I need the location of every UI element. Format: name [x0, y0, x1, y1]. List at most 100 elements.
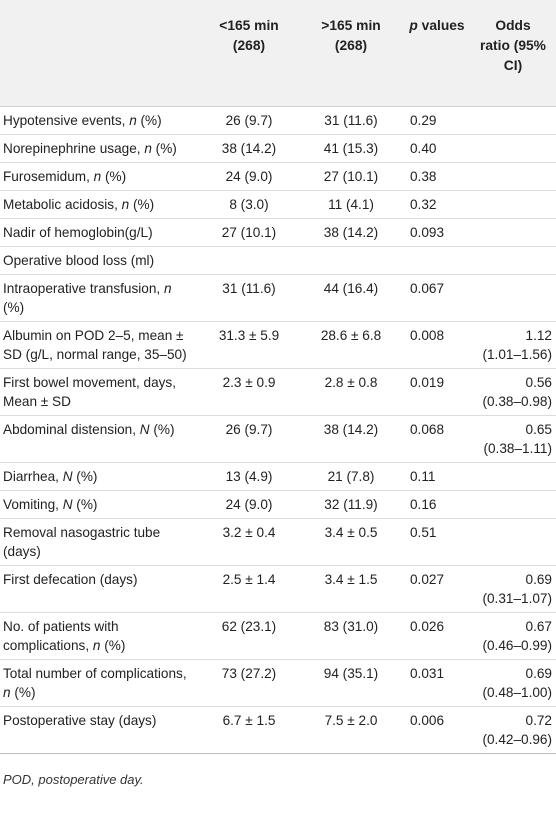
cell-over-165: 38 (14.2) — [302, 415, 400, 463]
cell-p-value: 0.068 — [400, 415, 474, 463]
cell-over-165: 94 (35.1) — [302, 659, 400, 707]
header-group-under-165: <165 min (268) — [196, 0, 302, 107]
cell-odds-ratio: 0.72 (0.42–0.96) — [474, 706, 556, 754]
table-row: Intraoperative transfusion, n (%) 31 (11.… — [0, 274, 556, 322]
table-body: Hypotensive events, n (%) 26 (9.7) 31 (11.… — [0, 106, 556, 754]
cell-p-value: 0.027 — [400, 565, 474, 613]
row-label: Postoperative stay (days) — [0, 706, 196, 754]
cell-p-value: 0.32 — [400, 190, 474, 219]
cell-odds-ratio — [474, 218, 556, 247]
cell-over-165: 3.4 ± 0.5 — [302, 518, 400, 566]
cell-under-165: 62 (23.1) — [196, 612, 302, 660]
cell-under-165: 2.5 ± 1.4 — [196, 565, 302, 613]
table-footnote: POD, postoperative day. — [3, 771, 144, 787]
cell-odds-ratio: 0.69 (0.31–1.07) — [474, 565, 556, 613]
cell-p-value: 0.29 — [400, 106, 474, 135]
cell-over-165: 7.5 ± 2.0 — [302, 706, 400, 754]
cell-odds-ratio: 0.69 (0.48–1.00) — [474, 659, 556, 707]
cell-under-165: 38 (14.2) — [196, 134, 302, 163]
table-row: First defecation (days) 2.5 ± 1.4 3.4 ± 1.… — [0, 565, 556, 613]
cell-over-165: 31 (11.6) — [302, 106, 400, 135]
header-odds-ratio: Odds ratio (95% CI) — [474, 0, 556, 107]
cell-over-165: 3.4 ± 1.5 — [302, 565, 400, 613]
cell-over-165: 44 (16.4) — [302, 274, 400, 322]
cell-under-165: 8 (3.0) — [196, 190, 302, 219]
cell-over-165: 27 (10.1) — [302, 162, 400, 191]
table-row: Albumin on POD 2–5, mean ± SD (g/L, norm… — [0, 321, 556, 369]
cell-odds-ratio — [474, 162, 556, 191]
cell-p-value: 0.006 — [400, 706, 474, 754]
table-row: Hypotensive events, n (%) 26 (9.7) 31 (11.… — [0, 106, 556, 135]
cell-odds-ratio — [474, 190, 556, 219]
row-label: Metabolic acidosis, n (%) — [0, 190, 196, 219]
cell-odds-ratio — [474, 106, 556, 135]
cell-under-165: 24 (9.0) — [196, 162, 302, 191]
table-row: Operative blood loss (ml) — [0, 246, 556, 275]
cell-under-165: 3.2 ± 0.4 — [196, 518, 302, 566]
cell-odds-ratio — [474, 462, 556, 491]
table-row: Abdominal distension, N (%) 26 (9.7) 38 (1… — [0, 415, 556, 463]
cell-over-165: 11 (4.1) — [302, 190, 400, 219]
cell-p-value: 0.067 — [400, 274, 474, 322]
cell-odds-ratio: 0.65 (0.38–1.11) — [474, 415, 556, 463]
row-label: Norepinephrine usage, n (%) — [0, 134, 196, 163]
cell-odds-ratio — [474, 274, 556, 322]
cell-under-165: 13 (4.9) — [196, 462, 302, 491]
table-row: Diarrhea, N (%) 13 (4.9) 21 (7.8) 0.11 — [0, 462, 556, 491]
cell-under-165: 26 (9.7) — [196, 106, 302, 135]
header-row: <165 min (268) >165 min (268) p values O… — [0, 0, 556, 107]
cell-odds-ratio — [474, 518, 556, 566]
cell-over-165: 41 (15.3) — [302, 134, 400, 163]
cell-under-165: 26 (9.7) — [196, 415, 302, 463]
cell-odds-ratio — [474, 246, 556, 275]
row-label: Removal nasogastric tube (days) — [0, 518, 196, 566]
table-row: Total number of complications, n (%) 73 (… — [0, 659, 556, 707]
cell-over-165: 28.6 ± 6.8 — [302, 321, 400, 369]
row-label: Vomiting, N (%) — [0, 490, 196, 519]
table-row: Norepinephrine usage, n (%) 38 (14.2) 41 (… — [0, 134, 556, 163]
row-label: Hypotensive events, n (%) — [0, 106, 196, 135]
cell-p-value: 0.51 — [400, 518, 474, 566]
cell-p-value: 0.11 — [400, 462, 474, 491]
cell-p-value — [400, 246, 474, 275]
cell-over-165: 32 (11.9) — [302, 490, 400, 519]
row-label: Albumin on POD 2–5, mean ± SD (g/L, norm… — [0, 321, 196, 369]
cell-over-165 — [302, 246, 400, 275]
cell-under-165: 31.3 ± 5.9 — [196, 321, 302, 369]
cell-over-165: 83 (31.0) — [302, 612, 400, 660]
cell-p-value: 0.026 — [400, 612, 474, 660]
row-label: First defecation (days) — [0, 565, 196, 613]
row-label: No. of patients with complications, n (%… — [0, 612, 196, 660]
cell-p-value: 0.031 — [400, 659, 474, 707]
cell-p-value: 0.16 — [400, 490, 474, 519]
cell-odds-ratio — [474, 134, 556, 163]
cell-p-value: 0.40 — [400, 134, 474, 163]
cell-under-165 — [196, 246, 302, 275]
row-label: Nadir of hemoglobin(g/L) — [0, 218, 196, 247]
table-row: Furosemidum, n (%) 24 (9.0) 27 (10.1) 0.38 — [0, 162, 556, 191]
cell-odds-ratio: 1.12 (1.01–1.56) — [474, 321, 556, 369]
cell-p-value: 0.008 — [400, 321, 474, 369]
cell-p-value: 0.093 — [400, 218, 474, 247]
cell-under-165: 6.7 ± 1.5 — [196, 706, 302, 754]
cell-p-value: 0.38 — [400, 162, 474, 191]
row-label: Furosemidum, n (%) — [0, 162, 196, 191]
cell-under-165: 31 (11.6) — [196, 274, 302, 322]
table-row: Postoperative stay (days) 6.7 ± 1.5 7.5 ± … — [0, 706, 556, 754]
cell-under-165: 24 (9.0) — [196, 490, 302, 519]
table-container: <165 min (268) >165 min (268) p values O… — [0, 0, 556, 787]
cell-under-165: 27 (10.1) — [196, 218, 302, 247]
cell-over-165: 38 (14.2) — [302, 218, 400, 247]
table-row: No. of patients with complications, n (%… — [0, 612, 556, 660]
header-group-over-165: >165 min (268) — [302, 0, 400, 107]
row-label: First bowel movement, days, Mean ± SD — [0, 368, 196, 416]
row-label: Operative blood loss (ml) — [0, 246, 196, 275]
row-label: Abdominal distension, N (%) — [0, 415, 196, 463]
cell-p-value: 0.019 — [400, 368, 474, 416]
cell-over-165: 2.8 ± 0.8 — [302, 368, 400, 416]
cell-odds-ratio: 0.67 (0.46–0.99) — [474, 612, 556, 660]
header-p-values: p values — [400, 0, 474, 107]
results-table: <165 min (268) >165 min (268) p values O… — [0, 0, 556, 754]
cell-odds-ratio — [474, 490, 556, 519]
table-row: First bowel movement, days, Mean ± SD 2.3… — [0, 368, 556, 416]
